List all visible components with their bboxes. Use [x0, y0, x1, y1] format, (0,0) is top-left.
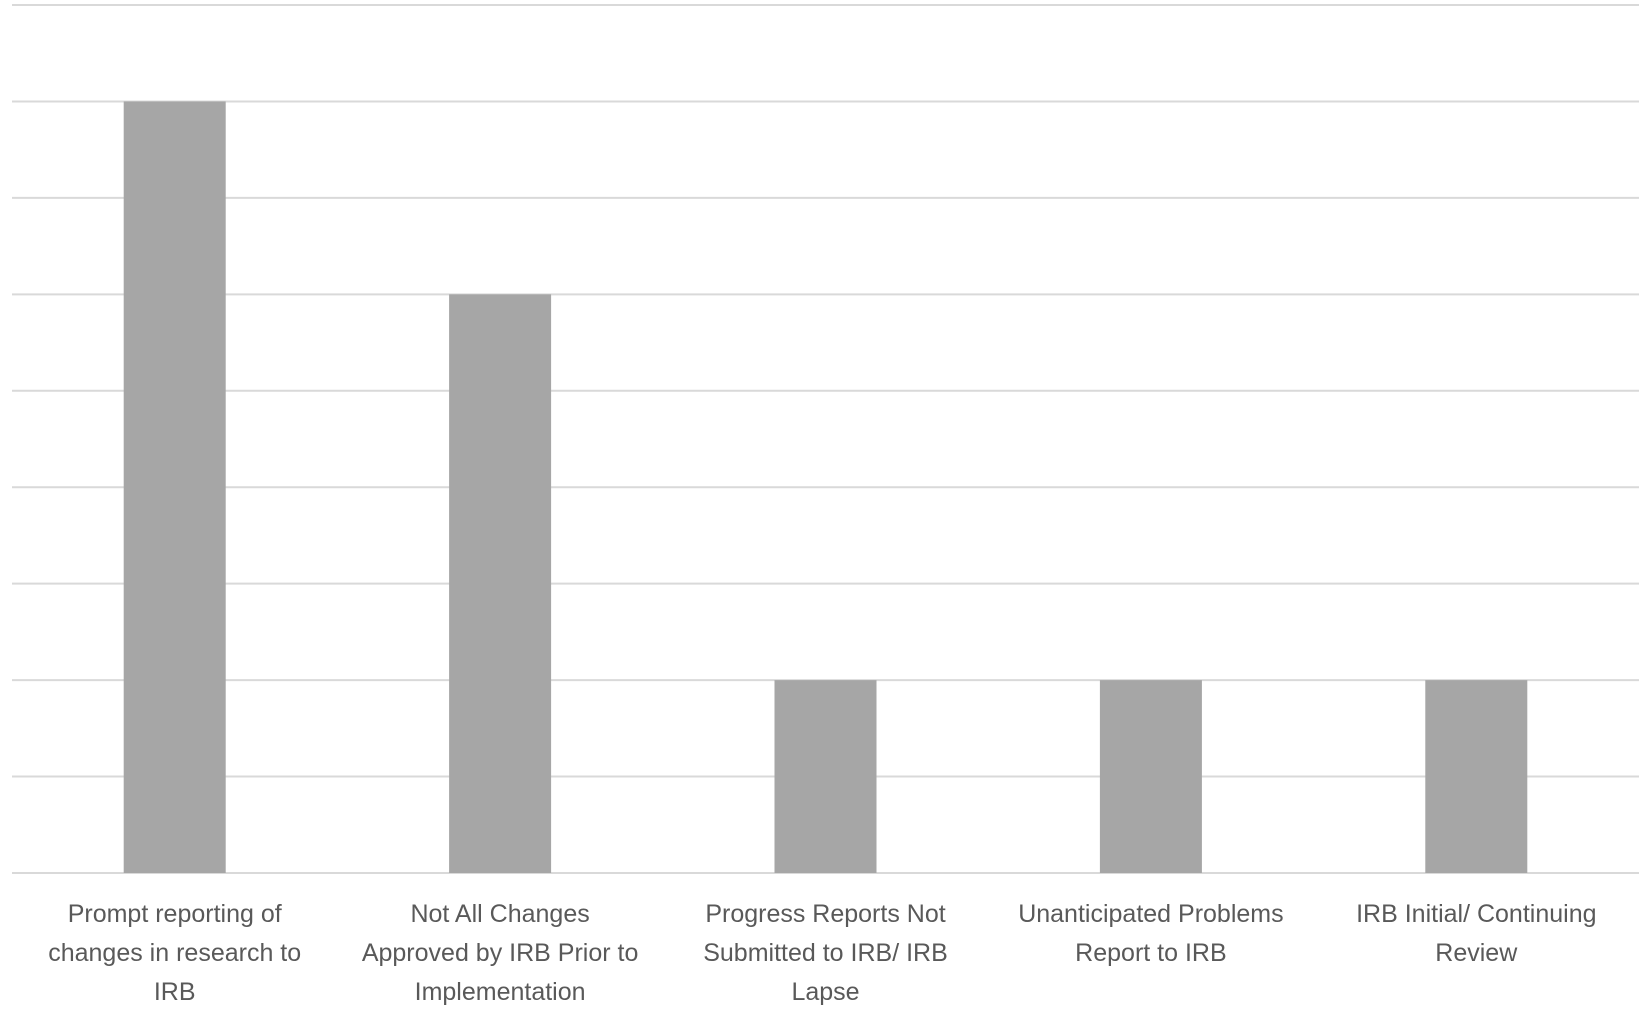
x-tick-label-line: Prompt reporting of	[68, 900, 282, 928]
x-tick-label: Progress Reports Not Submitted to IRB/ IR…	[703, 900, 948, 1006]
x-tick-label-line: Unanticipated Problems	[1018, 900, 1283, 928]
x-tick-label-line: Lapse	[791, 978, 859, 1006]
bar	[774, 680, 877, 873]
x-tick-label: IRB Initial/ Continuing Review	[1356, 900, 1596, 967]
bar	[1425, 680, 1528, 873]
x-tick-label-line: Progress Reports Not	[705, 900, 945, 928]
bars	[123, 101, 1528, 873]
x-tick-label: Not All Changes Approved by IRB Prior to I…	[362, 900, 639, 1006]
x-tick-label-line: Review	[1435, 939, 1518, 967]
x-tick-label-line: Implementation	[415, 978, 586, 1006]
bar	[123, 101, 226, 873]
x-tick-label-line: Report to IRB	[1075, 939, 1226, 967]
bar	[1099, 680, 1202, 873]
x-tick-label-line: Submitted to IRB/ IRB	[703, 939, 948, 967]
bar	[449, 294, 552, 873]
gridlines	[12, 4, 1639, 874]
x-tick-label-line: changes in research to	[48, 939, 301, 967]
x-tick-label: Prompt reporting of changes in research t…	[48, 900, 301, 1006]
x-tick-label: Unanticipated Problems Report to IRB	[1018, 900, 1283, 967]
x-tick-label-line: IRB	[154, 978, 196, 1006]
x-tick-label-line: Not All Changes	[410, 900, 589, 928]
x-axis-labels: Prompt reporting of changes in research t…	[48, 900, 1596, 1006]
x-tick-label-line: IRB Initial/ Continuing	[1356, 900, 1596, 928]
x-tick-label-line: Approved by IRB Prior to	[362, 939, 639, 967]
